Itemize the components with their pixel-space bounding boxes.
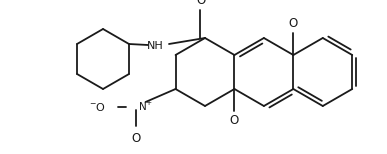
Text: N$^{+}$: N$^{+}$ bbox=[137, 99, 153, 113]
Text: NH: NH bbox=[147, 41, 163, 51]
Text: $^{-}$O: $^{-}$O bbox=[89, 101, 106, 113]
Text: O: O bbox=[230, 114, 239, 127]
Text: O: O bbox=[196, 0, 205, 7]
Text: O: O bbox=[131, 132, 140, 145]
Text: O: O bbox=[289, 17, 298, 30]
